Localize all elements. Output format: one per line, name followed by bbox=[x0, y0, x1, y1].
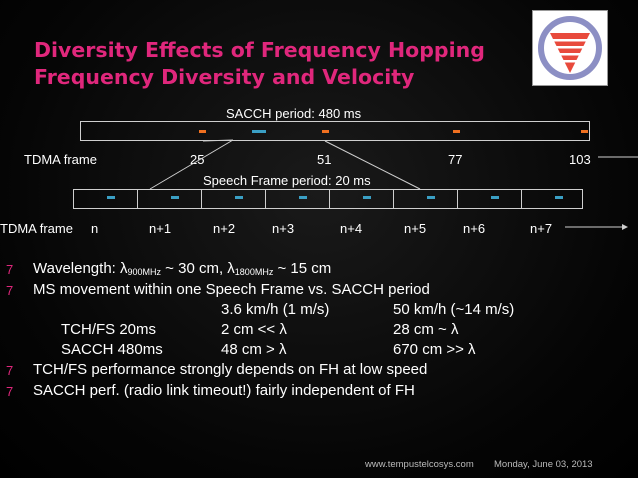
bullet-sacch-performance: SACCH perf. (radio link timeout!) fairly… bbox=[33, 382, 415, 399]
table-col-head-high: 50 km/h (~14 m/s) bbox=[393, 301, 515, 318]
table-row-label: SACCH 480ms bbox=[61, 341, 163, 358]
speech-marker bbox=[427, 196, 435, 199]
footer-website: www.tempustelcosys.com bbox=[365, 459, 474, 470]
sacch-marker bbox=[322, 130, 329, 133]
table-row-label: TCH/FS 20ms bbox=[61, 321, 157, 338]
slide-title-line2: Frequency Diversity and Velocity bbox=[34, 65, 415, 89]
logo-graphic bbox=[538, 16, 602, 80]
sacch-marker bbox=[252, 130, 266, 133]
frame-index: n+5 bbox=[404, 221, 427, 236]
speech-marker bbox=[171, 196, 179, 199]
text: ~ 30 cm, bbox=[161, 260, 228, 277]
bullet-tch-performance: TCH/FS performance strongly depends on F… bbox=[33, 361, 428, 378]
bar-divider bbox=[521, 189, 522, 209]
table-cell: 670 cm >> λ bbox=[393, 341, 476, 358]
bullet-wavelength: Wavelength: λ900MHz ~ 30 cm, λ1800MHz ~ … bbox=[33, 260, 331, 277]
slide-title-line1: Diversity Effects of Frequency Hopping bbox=[34, 38, 485, 62]
bar-divider bbox=[329, 189, 330, 209]
subscript: 1800MHz bbox=[234, 267, 274, 277]
bar-divider bbox=[137, 189, 138, 209]
company-logo bbox=[532, 10, 608, 86]
speech-marker bbox=[363, 196, 371, 199]
speech-marker bbox=[235, 196, 243, 199]
frame-index: n+6 bbox=[463, 221, 486, 236]
subscript: 900MHz bbox=[127, 267, 162, 277]
sacch-period-label: SACCH period: 480 ms bbox=[226, 106, 362, 121]
table-cell: 48 cm > λ bbox=[221, 341, 287, 358]
bullet-icon: 7 bbox=[6, 283, 14, 298]
frame-index: n+4 bbox=[340, 221, 363, 236]
bar-divider bbox=[457, 189, 458, 209]
frame-number: 51 bbox=[317, 152, 332, 167]
table-cell: 28 cm ~ λ bbox=[393, 321, 459, 338]
speech-marker bbox=[555, 196, 563, 199]
text: Wavelength: bbox=[33, 260, 120, 277]
sacch-marker bbox=[453, 130, 460, 133]
bullet-icon: 7 bbox=[6, 363, 14, 378]
bar-divider bbox=[265, 189, 266, 209]
frame-index: n bbox=[91, 221, 99, 236]
speech-frame-bar bbox=[73, 189, 583, 209]
bar-divider bbox=[393, 189, 394, 209]
speech-marker bbox=[299, 196, 307, 199]
frame-number: 77 bbox=[448, 152, 463, 167]
tdma-frame-label-bottom: TDMA frame bbox=[0, 221, 73, 236]
sacch-bar bbox=[80, 121, 590, 141]
bullet-icon: 7 bbox=[6, 262, 14, 277]
lambda-symbol: λ bbox=[120, 260, 128, 277]
bar-divider bbox=[201, 189, 202, 209]
bullet-icon: 7 bbox=[6, 384, 14, 399]
speech-frame-label: Speech Frame period: 20 ms bbox=[203, 173, 371, 188]
table-col-head-low: 3.6 km/h (1 m/s) bbox=[221, 301, 330, 318]
frame-index: n+3 bbox=[272, 221, 295, 236]
frame-number: 103 bbox=[569, 152, 591, 167]
footer-date: Monday, June 03, 2013 bbox=[494, 459, 593, 470]
frame-index: n+7 bbox=[530, 221, 553, 236]
bullet-ms-movement: MS movement within one Speech Frame vs. … bbox=[33, 281, 430, 298]
sacch-marker bbox=[199, 130, 206, 133]
speech-marker bbox=[107, 196, 115, 199]
frame-index: n+2 bbox=[213, 221, 236, 236]
sacch-marker bbox=[581, 130, 588, 133]
frame-index: n+1 bbox=[149, 221, 172, 236]
lambda-symbol: λ bbox=[227, 260, 235, 277]
speech-marker bbox=[491, 196, 499, 199]
table-cell: 2 cm << λ bbox=[221, 321, 287, 338]
text: ~ 15 cm bbox=[273, 260, 332, 277]
tdma-frame-label-top: TDMA frame bbox=[24, 152, 97, 167]
